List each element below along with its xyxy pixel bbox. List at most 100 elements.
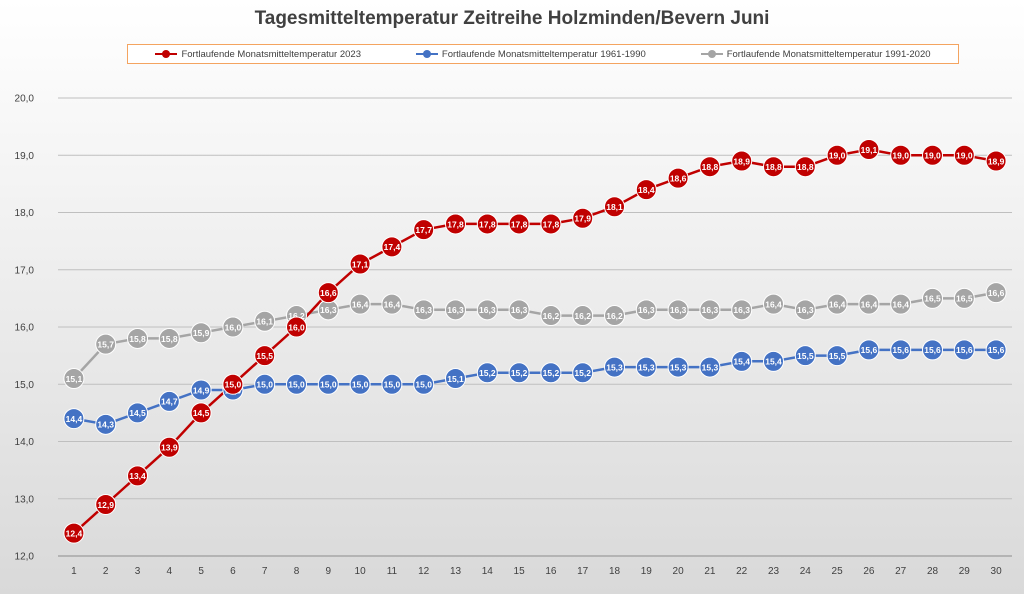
series-1991-2020-point (953, 287, 975, 309)
series-2023-point (572, 207, 594, 229)
series-2023-point (254, 345, 276, 367)
x-tick-label: 11 (387, 566, 398, 577)
legend-marker-1961-1990 (415, 49, 438, 59)
x-tick-label: 15 (514, 566, 526, 577)
x-tick-label: 7 (262, 566, 268, 577)
series-1961-1990-data-label: 14,3 (97, 420, 114, 430)
series-1961-1990-point (286, 373, 307, 395)
series-1961-1990-data-label: 15,2 (479, 368, 496, 378)
series-2023-point (922, 144, 943, 166)
series-1991-2020-data-label: 16,1 (256, 317, 273, 327)
x-tick-label: 26 (863, 566, 875, 577)
series-1991-2020-data-label: 16,4 (352, 299, 369, 309)
series-1991-2020-point (190, 322, 212, 344)
series-1961-1990-data-label: 15,2 (511, 368, 528, 378)
legend-dot-2023 (162, 50, 171, 58)
series-2023-data-label: 17,8 (543, 219, 560, 229)
series-1991-2020-data-label: 16,3 (702, 305, 719, 315)
series-1991-2020-data-label: 16,5 (956, 294, 973, 304)
series-1991-2020-line (72, 291, 997, 380)
series-1991-2020-data-label: 15,9 (193, 328, 210, 338)
series-2023-data-label: 18,8 (765, 162, 782, 172)
series-1961-1990-point (731, 350, 753, 372)
series-2023-data-label: 18,8 (702, 162, 719, 172)
x-tick-label: 17 (577, 566, 589, 577)
series-1961-1990-point (572, 362, 594, 384)
x-tick-label: 12 (418, 566, 430, 577)
legend-item-2023[interactable]: Fortlaufende Monatsmitteltemperatur 2023 (155, 49, 361, 60)
series-2023-line (73, 148, 997, 535)
y-tick-label: 19,0 (15, 151, 35, 162)
series-1961-1990-point (445, 368, 466, 390)
series-1991-2020-data-label: 16,3 (479, 305, 496, 315)
x-tick-label: 22 (736, 566, 748, 577)
series-2023-point (985, 150, 1007, 172)
series-2023-data-label: 15,5 (256, 351, 273, 361)
series-2023-data-label: 14,5 (193, 408, 210, 418)
y-tick-label: 15,0 (15, 380, 35, 391)
x-tick-label: 13 (450, 566, 462, 577)
series-1961-1990-point (508, 362, 530, 384)
series-1991-2020-data-label: 16,2 (606, 311, 623, 321)
series-1961-1990-point (763, 350, 784, 372)
series-1991-2020-point (540, 305, 562, 327)
series-1961-1990-point (540, 362, 562, 384)
series-1961-1990-data-label: 15,0 (384, 380, 401, 390)
series-2023-point (445, 213, 466, 235)
legend-item-1991-2020[interactable]: Fortlaufende Monatsmitteltemperatur 1991… (700, 48, 931, 60)
series-2023-point (476, 213, 498, 235)
series-1961-1990-data-label: 15,6 (988, 345, 1005, 355)
series-2023-point (540, 213, 562, 235)
series-1961-1990-point (317, 373, 339, 395)
y-tick-label: 12,0 (15, 552, 35, 563)
series-1991-2020-point (667, 299, 689, 321)
series-1991-2020-point (699, 299, 721, 321)
series-2023-data-label: 13,4 (129, 471, 146, 481)
series-1991-2020-data-label: 16,3 (447, 305, 464, 315)
series-1991-2020-point (922, 287, 943, 309)
series-2023-data-label: 12,4 (66, 528, 83, 538)
x-tick-label: 27 (895, 566, 907, 577)
series-2023-point (890, 144, 912, 166)
series-1961-1990-data-label: 15,0 (256, 380, 273, 390)
series-2023-data-label: 18,1 (606, 202, 623, 212)
series-2023-data-label: 19,1 (861, 145, 878, 155)
series-1991-2020-point (63, 368, 85, 390)
series-1961-1990-data-label: 15,3 (638, 362, 655, 372)
series-1961-1990-data-label: 14,5 (129, 408, 146, 418)
series-2023-point (413, 219, 435, 241)
series-1991-2020-point (445, 299, 466, 321)
series-1961-1990-data-label: 15,0 (288, 380, 305, 390)
series-2023-point (286, 316, 307, 338)
series-2023-point (190, 402, 212, 424)
series-2023-point (349, 253, 371, 275)
series-2023-data-label: 19,0 (956, 151, 973, 161)
series-1991-2020-data-label: 15,7 (97, 339, 114, 349)
x-tick-label: 20 (673, 566, 685, 577)
y-tick-label: 16,0 (15, 323, 35, 334)
x-tick-label: 3 (135, 566, 141, 577)
series-1961-1990-data-label: 14,7 (161, 397, 178, 407)
series-1961-1990-data-label: 15,6 (924, 345, 941, 355)
series-2023-data-label: 19,0 (924, 151, 941, 161)
series-2023-point (699, 156, 721, 178)
x-tick-label: 19 (641, 566, 653, 577)
series-1961-1990-point (794, 345, 816, 367)
series-1991-2020-data-label: 16,0 (225, 322, 242, 332)
series-2023-data-label: 19,0 (829, 151, 846, 161)
series-1991-2020-data-label: 16,4 (384, 299, 401, 309)
legend-item-1961-1990[interactable]: Fortlaufende Monatsmitteltemperatur 1961… (415, 49, 646, 60)
series-1961-1990-point (381, 373, 403, 395)
series-2023-data-label: 17,9 (574, 214, 591, 224)
series-2023-point (381, 236, 403, 258)
series-1961-1990-point (826, 345, 848, 367)
series-2023-data-label: 17,8 (479, 219, 496, 229)
series-1991-2020-data-label: 16,5 (924, 294, 941, 304)
x-tick-label: 1 (71, 566, 77, 577)
series-1991-2020-point (222, 316, 244, 338)
legend-label-1991-2020: Fortlaufende Monatsmitteltemperatur 1991… (726, 48, 931, 60)
series-1961-1990-point (127, 402, 148, 424)
series-1961-1990-data-label: 15,3 (670, 362, 687, 372)
